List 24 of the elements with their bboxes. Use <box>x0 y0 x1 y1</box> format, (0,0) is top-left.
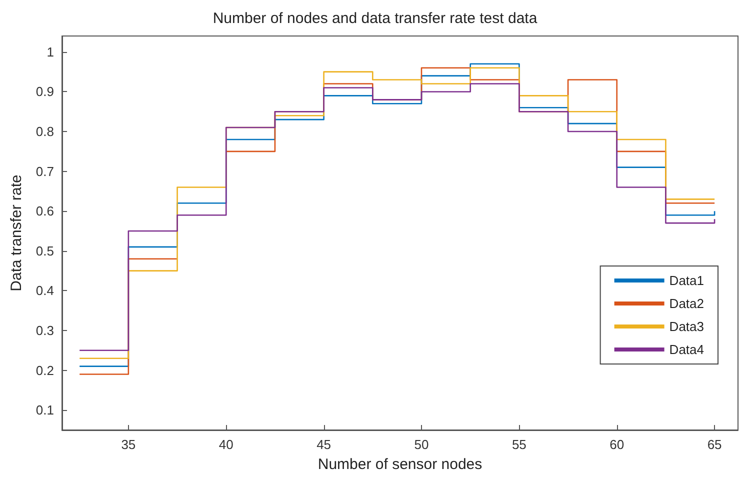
x-tick-label: 35 <box>121 437 136 452</box>
legend-label: Data1 <box>669 273 704 288</box>
legend-label: Data2 <box>669 296 704 311</box>
legend-label: Data3 <box>669 319 704 334</box>
y-tick-label: 0.5 <box>36 243 54 258</box>
y-tick-label: 0.2 <box>36 362 54 378</box>
x-tick-label: 40 <box>218 437 234 452</box>
y-tick-label: 0.7 <box>36 164 54 179</box>
y-tick-label: 1 <box>46 44 54 60</box>
y-tick-label: 0.3 <box>36 323 54 338</box>
legend-label: Data4 <box>669 342 704 357</box>
x-tick-label: 65 <box>707 437 722 452</box>
y-axis-title: Data transfer rate <box>8 174 25 292</box>
x-tick-label: 50 <box>414 437 429 452</box>
x-axis-title: Number of sensor nodes <box>318 456 482 473</box>
y-tick-label: 0.8 <box>36 124 54 140</box>
y-tick-label: 0.6 <box>36 204 54 219</box>
chart-title: Number of nodes and data transfer rate test data <box>212 10 538 27</box>
x-tick-label: 45 <box>316 437 332 452</box>
y-tick-label: 0.4 <box>36 283 54 298</box>
x-tick-label: 55 <box>512 437 526 452</box>
y-tick-label: 0.9 <box>36 84 54 100</box>
x-tick-label: 60 <box>610 437 624 452</box>
y-tick-label: 0.1 <box>36 402 54 418</box>
